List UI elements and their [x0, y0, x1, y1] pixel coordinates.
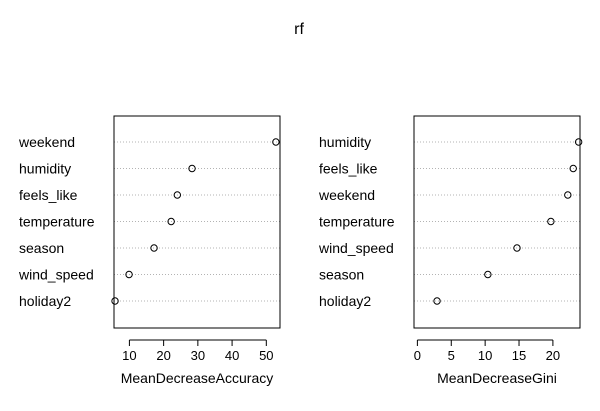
- x-axis-title: MeanDecreaseGini: [437, 370, 557, 386]
- row-label: temperature: [319, 214, 395, 230]
- data-point: [574, 138, 583, 146]
- row-label: holiday2: [319, 293, 371, 309]
- data-point: [569, 164, 577, 173]
- x-tick-label: 40: [225, 348, 239, 363]
- row-label: season: [19, 240, 64, 256]
- x-axis-title: MeanDecreaseAccuracy: [121, 370, 274, 386]
- data-point: [272, 138, 280, 146]
- row-label: holiday2: [19, 293, 71, 309]
- row-label: weekend: [318, 187, 375, 203]
- plot-frame: [113, 115, 281, 329]
- data-point: [547, 217, 555, 226]
- x-tick-label: 5: [448, 348, 455, 363]
- data-point: [125, 270, 133, 279]
- x-tick-label: 50: [259, 348, 273, 363]
- row-label: season: [319, 267, 364, 283]
- row-label: humidity: [19, 161, 71, 177]
- data-point: [173, 191, 182, 199]
- data-point: [188, 164, 196, 173]
- row-label: feels_like: [319, 161, 378, 177]
- x-tick-label: 10: [478, 348, 492, 363]
- data-point: [150, 244, 158, 252]
- data-point: [433, 297, 441, 305]
- row-label: temperature: [19, 214, 95, 230]
- data-point: [167, 217, 175, 226]
- row-label: wind_speed: [18, 267, 94, 283]
- x-tick-label: 15: [512, 348, 526, 363]
- row-label: humidity: [319, 134, 371, 150]
- x-tick-label: 30: [191, 348, 205, 363]
- row-label: weekend: [18, 134, 75, 150]
- panel-1: weekend humidity feels_like temperature seas…: [18, 115, 281, 386]
- chart-title: rf: [294, 21, 304, 38]
- plot-frame: [413, 115, 581, 329]
- row-label: feels_like: [19, 187, 78, 203]
- data-point: [564, 191, 572, 199]
- data-point: [111, 297, 119, 305]
- data-point: [484, 270, 492, 279]
- x-tick-label: 10: [122, 348, 136, 363]
- x-tick-label: 20: [546, 348, 560, 363]
- x-tick-label: 0: [414, 348, 421, 363]
- row-label: wind_speed: [318, 240, 394, 256]
- data-point: [513, 244, 521, 252]
- x-tick-label: 20: [156, 348, 170, 363]
